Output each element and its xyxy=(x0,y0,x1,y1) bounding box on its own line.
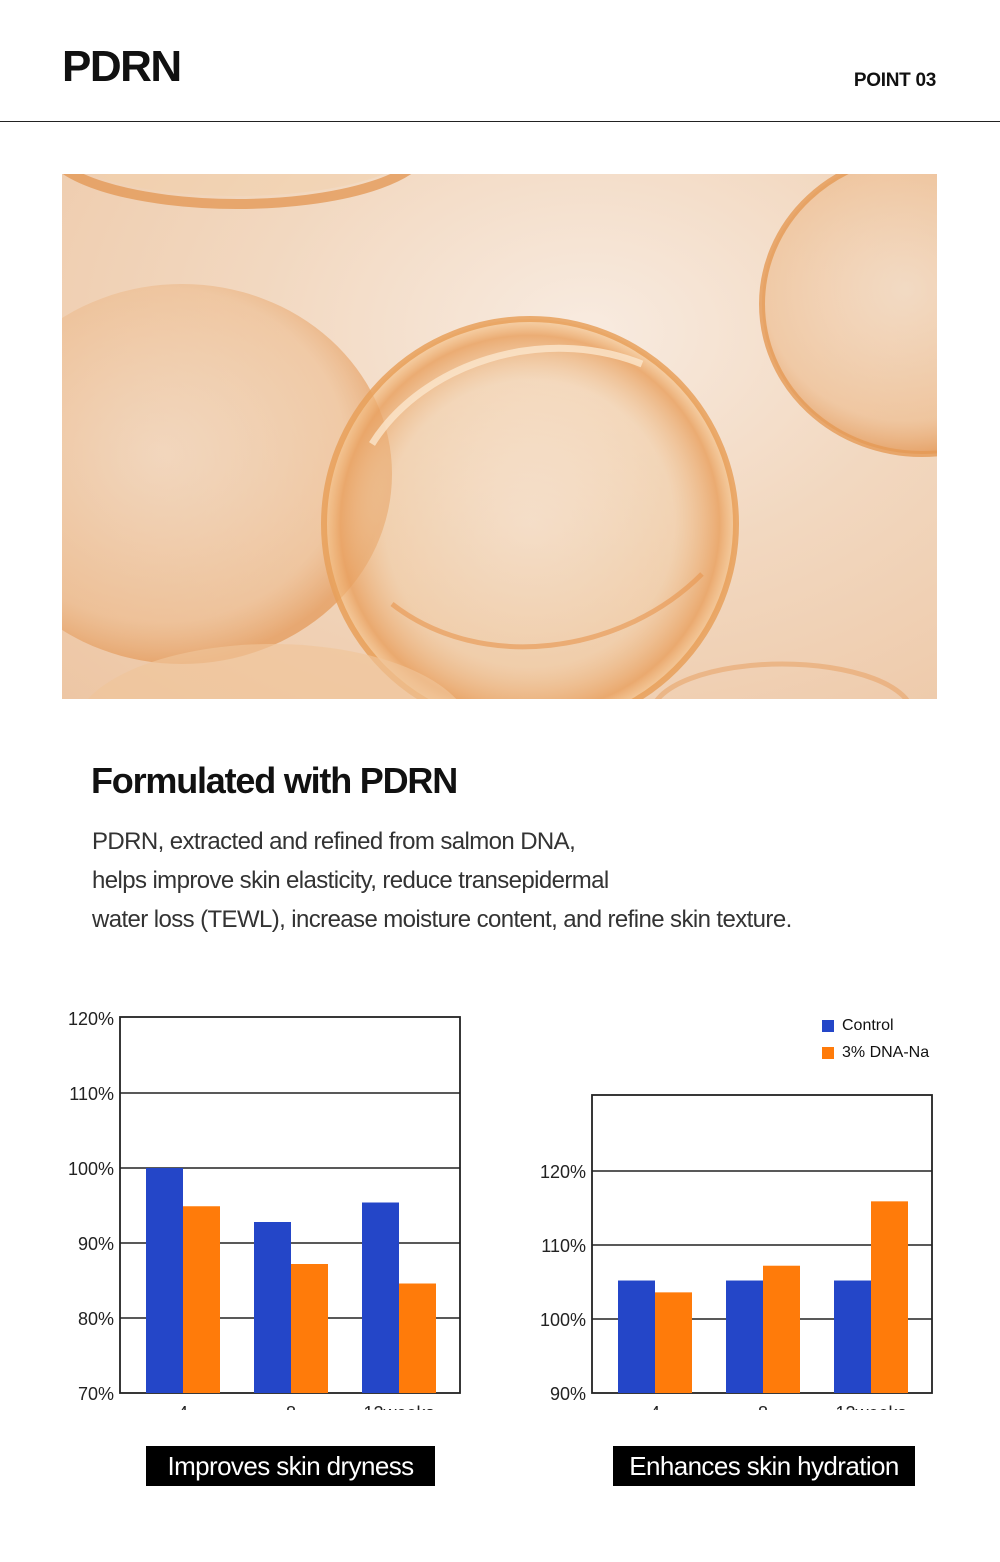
y-tick-label: 110% xyxy=(69,1084,114,1104)
legend-item-control: Control xyxy=(822,1012,929,1039)
x-tick-label: 8 xyxy=(758,1403,768,1410)
bar-control xyxy=(834,1280,871,1393)
brand-title: PDRN xyxy=(62,42,182,91)
legend-label-treatment: 3% DNA-Na xyxy=(842,1043,930,1061)
y-tick-label: 100% xyxy=(68,1159,114,1179)
chart-caption-hydration: Enhances skin hydration xyxy=(613,1446,915,1486)
bar-treatment xyxy=(871,1201,908,1393)
bar-treatment xyxy=(183,1206,220,1393)
y-tick-label: 110% xyxy=(541,1236,586,1256)
x-tick-label: 12weeks xyxy=(835,1403,906,1410)
legend-label-control: Control xyxy=(842,1016,894,1034)
point-label: POINT 03 xyxy=(853,70,936,91)
y-tick-label: 90% xyxy=(550,1384,586,1404)
y-tick-label: 90% xyxy=(78,1234,114,1254)
bar-treatment xyxy=(763,1265,800,1393)
chart-caption-dryness: Improves skin dryness xyxy=(146,1446,435,1486)
bar-treatment xyxy=(399,1283,436,1393)
x-tick-label: 4 xyxy=(178,1403,188,1410)
section-heading: Formulated with PDRN xyxy=(91,760,458,801)
legend-swatch-control xyxy=(822,1019,834,1032)
y-tick-label: 80% xyxy=(78,1309,114,1329)
y-tick-label: 70% xyxy=(78,1384,114,1404)
hero-image-bubbles xyxy=(62,174,937,699)
y-tick-label: 100% xyxy=(540,1310,586,1330)
y-tick-label: 120% xyxy=(68,1009,114,1029)
section-description: PDRN, extracted and refined from salmon … xyxy=(92,822,792,939)
bar-control xyxy=(618,1280,655,1393)
legend-item-treatment: 3% DNA-Na xyxy=(822,1039,929,1066)
bar-control xyxy=(362,1202,399,1393)
description-line: water loss (TEWL), increase moisture con… xyxy=(92,906,792,933)
x-tick-label: 4 xyxy=(650,1403,660,1410)
page-header: PDRN POINT 03 xyxy=(0,0,1000,122)
y-tick-label: 120% xyxy=(540,1162,586,1182)
header-divider xyxy=(0,121,1000,122)
description-line: helps improve skin elasticity, reduce tr… xyxy=(92,867,609,894)
chart-legend: Control 3% DNA-Na xyxy=(822,1012,929,1066)
bar-control xyxy=(726,1280,763,1393)
x-tick-label: 12weeks xyxy=(363,1403,434,1410)
bubbles-illustration xyxy=(62,174,937,699)
x-tick-label: 8 xyxy=(286,1403,296,1410)
description-line: PDRN, extracted and refined from salmon … xyxy=(92,828,576,855)
charts-area: 70% 80% 90% 100% 110% 120% 4 8 12weeks 90% 100% 110… xyxy=(68,1009,933,1410)
bar-control xyxy=(254,1222,291,1393)
bar-treatment xyxy=(655,1292,692,1393)
bar-treatment xyxy=(291,1264,328,1393)
bar-control xyxy=(146,1168,183,1393)
legend-swatch-treatment xyxy=(822,1046,834,1059)
